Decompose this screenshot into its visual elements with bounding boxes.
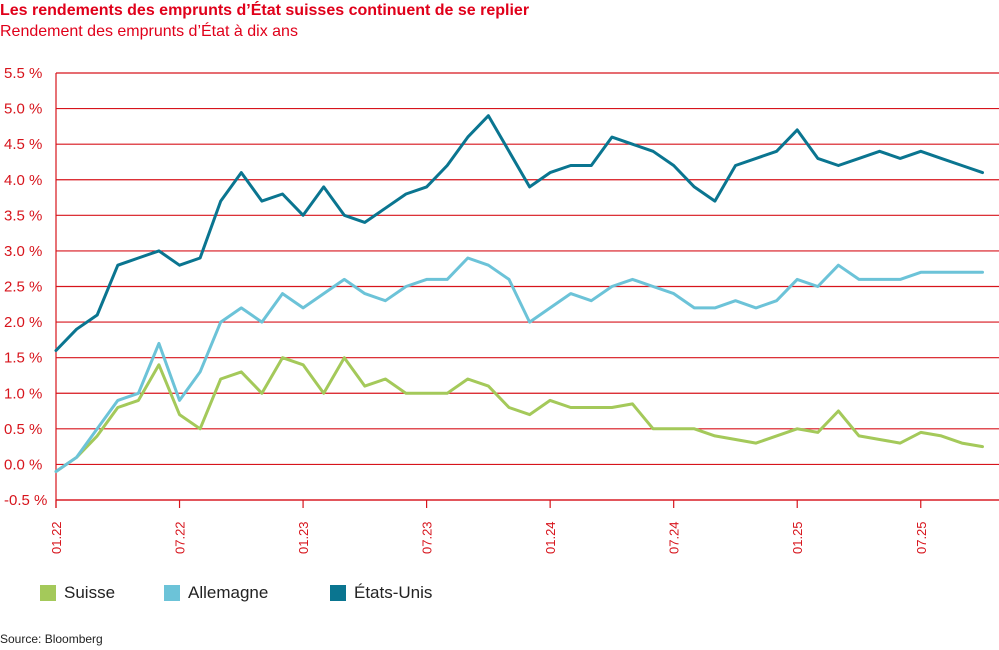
y-tick-label: 4.0 % — [4, 172, 42, 189]
x-tick-label: 01.25 — [790, 521, 805, 554]
x-tick-label: 07.25 — [914, 521, 929, 554]
y-tick-label: 2.0 % — [4, 314, 42, 331]
y-tick-label: 3.0 % — [4, 243, 42, 260]
x-tick-label: 07.24 — [667, 521, 682, 554]
legend-item-suisse: Suisse — [40, 582, 115, 604]
x-tick-label: 07.22 — [173, 521, 188, 554]
legend-item-etats-unis: États-Unis — [330, 582, 432, 604]
legend-label-allemagne: Allemagne — [188, 583, 269, 602]
x-tick-label: 07.23 — [420, 521, 435, 554]
source-note: Source: Bloomberg — [0, 632, 103, 646]
y-tick-label: -0.5 % — [4, 492, 47, 509]
legend-item-allemagne: Allemagne — [164, 582, 268, 604]
y-tick-label: 5.5 % — [4, 65, 42, 82]
y-tick-label: 5.0 % — [4, 101, 42, 118]
y-tick-label: 2.5 % — [4, 279, 42, 296]
legend-label-etats-unis: États-Unis — [354, 583, 433, 602]
chart-title: Les rendements des emprunts d’État suiss… — [0, 2, 530, 19]
legend-label-suisse: Suisse — [64, 583, 116, 602]
series-line--tats-unis — [54, 114, 984, 352]
legend-swatch-suisse — [40, 585, 56, 601]
x-tick-label: 01.22 — [49, 521, 64, 554]
y-tick-label: 4.5 % — [4, 136, 42, 153]
y-tick-label: 0.0 % — [4, 456, 42, 473]
x-tick-label: 01.23 — [296, 521, 311, 554]
legend-swatch-allemagne — [164, 585, 180, 601]
series-line-suisse — [54, 356, 984, 473]
y-tick-label: 1.0 % — [4, 385, 42, 402]
x-tick-label: 01.24 — [543, 521, 558, 554]
y-tick-label: 1.5 % — [4, 350, 42, 367]
y-tick-label: 0.5 % — [4, 421, 42, 438]
chart-subtitle: Rendement des emprunts d’État à dix ans — [0, 23, 298, 40]
y-tick-label: 3.5 % — [4, 207, 42, 224]
legend-swatch-etats-unis — [330, 585, 346, 601]
series-line-allemagne — [54, 256, 984, 473]
